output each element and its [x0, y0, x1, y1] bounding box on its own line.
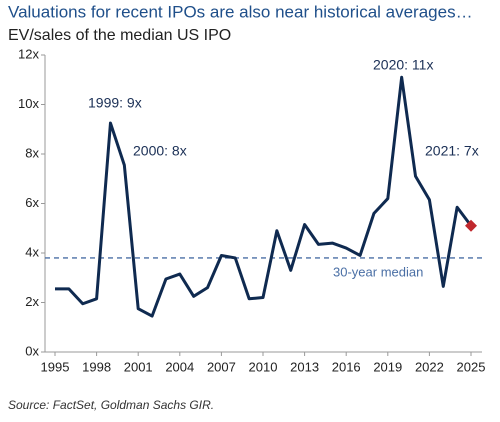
- x-tick-label: 2016: [332, 359, 361, 374]
- x-tick-label: 2022: [415, 359, 444, 374]
- annotation: 2000: 8x: [133, 143, 187, 159]
- annotation: 2021: 7x: [425, 143, 479, 159]
- x-tick-label: 2010: [249, 359, 278, 374]
- chart-title: Valuations for recent IPOs are also near…: [8, 2, 473, 21]
- y-tick-label: 0x: [25, 343, 39, 358]
- x-tick-label: 2001: [124, 359, 153, 374]
- annotation: 2020: 11x: [373, 57, 433, 73]
- latest-marker: [465, 219, 477, 232]
- x-tick-label: 1998: [82, 359, 111, 374]
- x-tick-label: 2007: [207, 359, 236, 374]
- x-tick-label: 2019: [373, 359, 402, 374]
- series-line: [55, 75, 473, 318]
- x-tick-label: 2013: [290, 359, 319, 374]
- y-tick-label: 12x: [18, 46, 39, 61]
- x-tick-label: 2025: [457, 359, 486, 374]
- y-tick-label: 4x: [25, 244, 39, 259]
- x-tick-label: 1995: [41, 359, 70, 374]
- y-tick-label: 8x: [25, 145, 39, 160]
- annotation: 1999: 9x: [88, 95, 142, 111]
- source: Source: FactSet, Goldman Sachs GIR.: [8, 398, 214, 412]
- y-tick-label: 10x: [18, 96, 39, 111]
- y-tick-label: 2x: [25, 294, 39, 309]
- median-label: 30-year median: [333, 264, 423, 279]
- x-tick-label: 2004: [165, 359, 194, 374]
- y-tick-label: 6x: [25, 195, 39, 210]
- chart-subtitle: EV/sales of the median US IPO: [8, 27, 231, 44]
